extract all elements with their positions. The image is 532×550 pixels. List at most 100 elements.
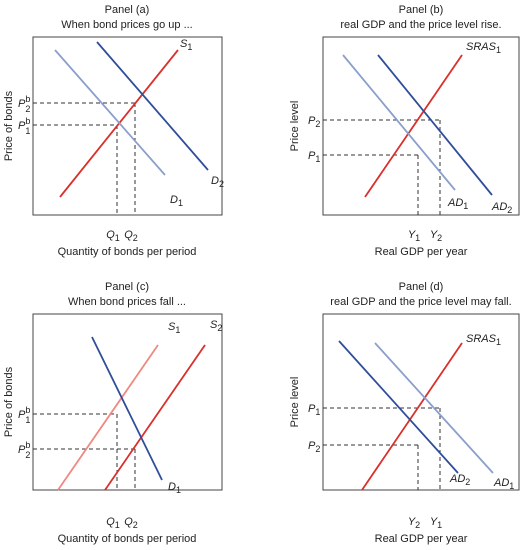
y-axis-label: Price of bonds — [3, 366, 15, 437]
panel-subtitle: When bond prices fall ... — [68, 296, 186, 308]
label-main: SRAS — [466, 333, 497, 345]
label-sub: 1 — [315, 407, 320, 417]
label-sub: 1 — [25, 415, 30, 425]
x-tick-label: Y1 — [408, 229, 420, 243]
label-sub: 2 — [507, 205, 512, 215]
curve — [364, 54, 463, 198]
y-tick-label: Pb 1 — [18, 405, 30, 425]
label-main: D — [211, 175, 219, 187]
panel-title: Panel (b) — [399, 4, 444, 16]
label-main: S — [180, 38, 188, 50]
y-tick-label: P2 — [308, 115, 320, 129]
label-main: Q — [124, 516, 133, 528]
curve-label: AD2 — [491, 201, 512, 215]
y-tick-label: Pb 2 — [18, 94, 30, 114]
y-tick-label: Pb 1 — [18, 116, 30, 136]
label-sub: 1 — [463, 201, 468, 211]
label-sub: 2 — [133, 520, 138, 530]
curve — [342, 54, 456, 191]
curve — [377, 54, 493, 196]
curve-label: AD1 — [447, 197, 468, 211]
label-main: P — [308, 403, 316, 415]
plot-frame — [32, 313, 223, 491]
label-sub: 2 — [415, 520, 420, 530]
label-sub: 1 — [176, 485, 181, 495]
label-sub: 2 — [437, 233, 442, 243]
curve-label: D1 — [168, 481, 181, 495]
x-tick-label: Q1 — [106, 229, 120, 243]
label-main: P — [18, 444, 26, 456]
plot-frame — [32, 36, 223, 216]
y-axis-label: Price level — [289, 377, 301, 428]
curve-label: S2 — [210, 319, 222, 333]
label-main: SRAS — [466, 41, 497, 53]
label-main: P — [18, 120, 26, 132]
label-sub: 1 — [115, 520, 120, 530]
label-main: Y — [430, 229, 438, 241]
x-axis-label: Real GDP per year — [375, 533, 468, 545]
x-axis-label: Quantity of bonds per period — [58, 246, 197, 258]
label-main: AD — [491, 201, 507, 213]
label-sub: 1 — [25, 126, 30, 136]
panel-subtitle: real GDP and the price level rise. — [340, 19, 501, 31]
label-sub: 1 — [437, 520, 442, 530]
label-sub: 1 — [187, 42, 192, 52]
x-tick-label: Q2 — [124, 229, 138, 243]
x-tick-label: Y2 — [408, 516, 420, 530]
label-sup: b — [25, 405, 30, 415]
label-main: P — [308, 150, 316, 162]
label-main: Y — [408, 229, 416, 241]
x-axis-label: Real GDP per year — [375, 246, 468, 258]
label-sub: 2 — [315, 119, 320, 129]
label-sub: 2 — [219, 179, 224, 189]
label-sup: b — [25, 440, 30, 450]
label-main: Q — [106, 516, 115, 528]
label-sub: 2 — [465, 477, 470, 487]
label-main: AD — [447, 197, 463, 209]
label-main: Q — [124, 229, 133, 241]
label-main: D — [170, 194, 178, 206]
curve-label: AD2 — [449, 473, 470, 487]
label-sub: 1 — [175, 325, 180, 335]
y-tick-label: P1 — [308, 403, 320, 417]
panel-title: Panel (c) — [105, 281, 149, 293]
curve-label: D1 — [170, 194, 183, 208]
label-sub: 2 — [315, 444, 320, 454]
label-main: AD — [449, 473, 465, 485]
label-main: Y — [430, 516, 438, 528]
curve-label: S1 — [168, 321, 180, 335]
label-sub: 1 — [115, 233, 120, 243]
curve — [54, 49, 166, 176]
y-axis-label: Price of bonds — [3, 90, 15, 161]
label-sup: b — [25, 94, 30, 104]
plot-frame — [322, 313, 520, 491]
curve — [374, 342, 494, 474]
x-tick-label: Q2 — [124, 516, 138, 530]
label-sub: 1 — [509, 481, 514, 491]
label-main: P — [18, 98, 26, 110]
label-main: S — [210, 319, 218, 331]
label-main: S — [168, 321, 176, 333]
y-tick-label: P2 — [308, 440, 320, 454]
x-tick-label: Q1 — [106, 516, 120, 530]
plot-frame — [322, 36, 520, 216]
label-sub: 2 — [25, 450, 30, 460]
label-sub: 2 — [133, 233, 138, 243]
label-main: P — [18, 409, 26, 421]
label-sub: 1 — [496, 45, 501, 55]
x-axis-label: Quantity of bonds per period — [58, 533, 197, 545]
curve — [57, 344, 159, 491]
x-tick-label: Y2 — [430, 229, 442, 243]
label-main: P — [308, 115, 316, 127]
curve — [104, 344, 206, 491]
x-tick-label: Y1 — [430, 516, 442, 530]
label-main: Q — [106, 229, 115, 241]
curve — [338, 340, 459, 474]
curve-label: AD1 — [493, 477, 514, 491]
panel-subtitle: real GDP and the price level may fall. — [330, 296, 511, 308]
label-main: Y — [408, 516, 416, 528]
label-sub: 1 — [496, 337, 501, 347]
label-sub: 2 — [25, 104, 30, 114]
label-sub: 1 — [415, 233, 420, 243]
